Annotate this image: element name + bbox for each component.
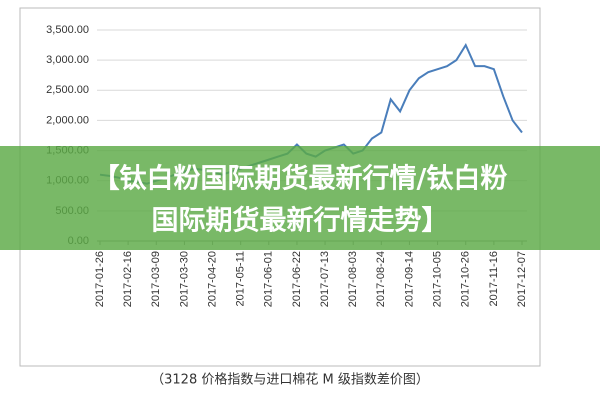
y-tick-label: 2,000.00: [46, 114, 89, 126]
x-tick-label: 2017-05-11: [235, 251, 247, 306]
x-tick-label: 2017-03-30: [178, 251, 190, 307]
caption: （3128 价格指数与进口棉花 M 级指数差价图）: [151, 372, 429, 388]
banner-band: [0, 146, 600, 250]
banner-line-1: 【钛白粉国际期货最新行情/钛白粉: [93, 163, 508, 195]
y-tick-label: 3,500.00: [46, 24, 89, 36]
x-tick-label: 2017-12-07: [516, 251, 528, 307]
x-tick-label: 2017-01-26: [94, 251, 106, 307]
x-tick-label: 2017-06-22: [291, 251, 303, 307]
x-tick-label: 2017-10-26: [460, 251, 472, 307]
x-tick-label: 2017-03-09: [150, 251, 162, 307]
y-tick-label: 3,000.00: [46, 54, 89, 66]
x-tick-label: 2017-04-20: [206, 251, 218, 307]
y-tick-label: 2,500.00: [46, 84, 89, 96]
x-tick-label: 2017-02-16: [122, 251, 134, 307]
x-tick-label: 2017-09-14: [403, 251, 415, 307]
x-tick-label: 2017-08-24: [375, 251, 387, 307]
x-tick-label: 2017-08-03: [347, 251, 359, 307]
x-tick-label: 2017-07-13: [319, 251, 331, 307]
banner-line-2: 国际期货最新行情走势】: [152, 205, 449, 237]
x-tick-label: 2017-06-01: [263, 251, 275, 307]
x-tick-label: 2017-11-16: [488, 251, 500, 306]
x-tick-label: 2017-10-05: [432, 251, 444, 307]
